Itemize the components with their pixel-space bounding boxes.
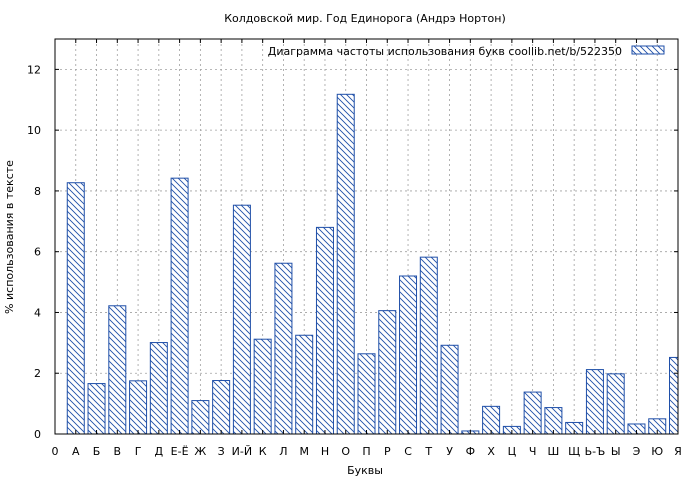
x-tick-label: Э bbox=[633, 445, 641, 458]
x-tick-label: П bbox=[362, 445, 370, 458]
bars bbox=[66, 93, 679, 435]
x-tick-label: Ш bbox=[548, 445, 560, 458]
bar bbox=[399, 275, 418, 435]
x-tick-label: Н bbox=[321, 445, 329, 458]
bar bbox=[232, 204, 251, 435]
chart-title: Колдовской мир. Год Единорога (Андрэ Нор… bbox=[224, 12, 506, 25]
bar bbox=[295, 334, 314, 435]
bar bbox=[212, 380, 231, 435]
bar bbox=[482, 405, 501, 435]
y-tick-label: 0 bbox=[34, 428, 41, 441]
x-tick-label: Б bbox=[93, 445, 101, 458]
bar bbox=[274, 262, 293, 435]
x-tick-label: В bbox=[114, 445, 122, 458]
bar bbox=[357, 353, 376, 435]
x-axis-ticks: 0 А Б В Г Д Е-Ё Ж З И-Й К Л М Н О П Р С Т У Ф Х Ц Ч Ш Щ Ь-Ъ Ы Э Ю Я bbox=[52, 39, 682, 458]
x-tick-label: С bbox=[404, 445, 412, 458]
x-tick-label: Ь-Ъ bbox=[585, 445, 606, 458]
bar bbox=[108, 305, 127, 435]
grid-lines bbox=[55, 39, 678, 434]
bar bbox=[170, 177, 189, 435]
x-tick-label: Г bbox=[135, 445, 142, 458]
bar bbox=[315, 226, 334, 435]
x-tick-label: А bbox=[72, 445, 80, 458]
bar bbox=[191, 400, 210, 435]
bar bbox=[440, 344, 459, 435]
x-tick-label: Ы bbox=[611, 445, 621, 458]
bar bbox=[606, 373, 625, 435]
x-tick-label: О bbox=[341, 445, 350, 458]
x-tick-label: Л bbox=[279, 445, 287, 458]
x-tick-label: Ф bbox=[466, 445, 475, 458]
x-tick-label: Ц bbox=[508, 445, 517, 458]
x-tick-label: У bbox=[446, 445, 453, 458]
x-tick-label: 0 bbox=[52, 445, 59, 458]
x-tick-label: М bbox=[299, 445, 309, 458]
y-tick-label: 12 bbox=[27, 63, 41, 76]
bar bbox=[419, 256, 438, 435]
y-tick-label: 8 bbox=[34, 185, 41, 198]
bar bbox=[378, 310, 397, 435]
x-tick-label: Р bbox=[384, 445, 391, 458]
x-tick-label: Ж bbox=[194, 445, 206, 458]
bar bbox=[336, 93, 355, 435]
x-tick-label: К bbox=[259, 445, 267, 458]
x-tick-label: Х bbox=[487, 445, 495, 458]
bar bbox=[87, 383, 106, 435]
bar bbox=[149, 342, 168, 435]
bar bbox=[669, 356, 679, 435]
x-tick-label: И-Й bbox=[232, 445, 252, 458]
legend: Диаграмма частоты использования букв coo… bbox=[268, 45, 665, 58]
x-tick-label: Ю bbox=[651, 445, 663, 458]
x-tick-label: Т bbox=[424, 445, 432, 458]
bar bbox=[253, 338, 272, 435]
y-tick-label: 10 bbox=[27, 124, 41, 137]
x-tick-label: З bbox=[218, 445, 225, 458]
bar bbox=[66, 182, 85, 435]
y-axis-label: % использования в тексте bbox=[3, 160, 16, 314]
x-tick-label: Я bbox=[674, 445, 682, 458]
bar bbox=[523, 391, 542, 435]
y-axis-ticks: 0 2 4 6 8 10 12 bbox=[27, 63, 678, 441]
x-tick-label: Ч bbox=[529, 445, 537, 458]
x-axis-label: Буквы bbox=[347, 464, 383, 477]
bar bbox=[585, 369, 604, 435]
bar bbox=[129, 380, 148, 435]
x-tick-label: Д bbox=[155, 445, 164, 458]
legend-swatch bbox=[631, 45, 665, 55]
y-tick-label: 6 bbox=[34, 246, 41, 259]
x-tick-label: Е-Ё bbox=[171, 445, 189, 458]
legend-label: Диаграмма частоты использования букв coo… bbox=[268, 45, 622, 58]
y-tick-label: 2 bbox=[34, 367, 41, 380]
y-tick-label: 4 bbox=[34, 306, 41, 319]
x-tick-label: Щ bbox=[568, 445, 580, 458]
